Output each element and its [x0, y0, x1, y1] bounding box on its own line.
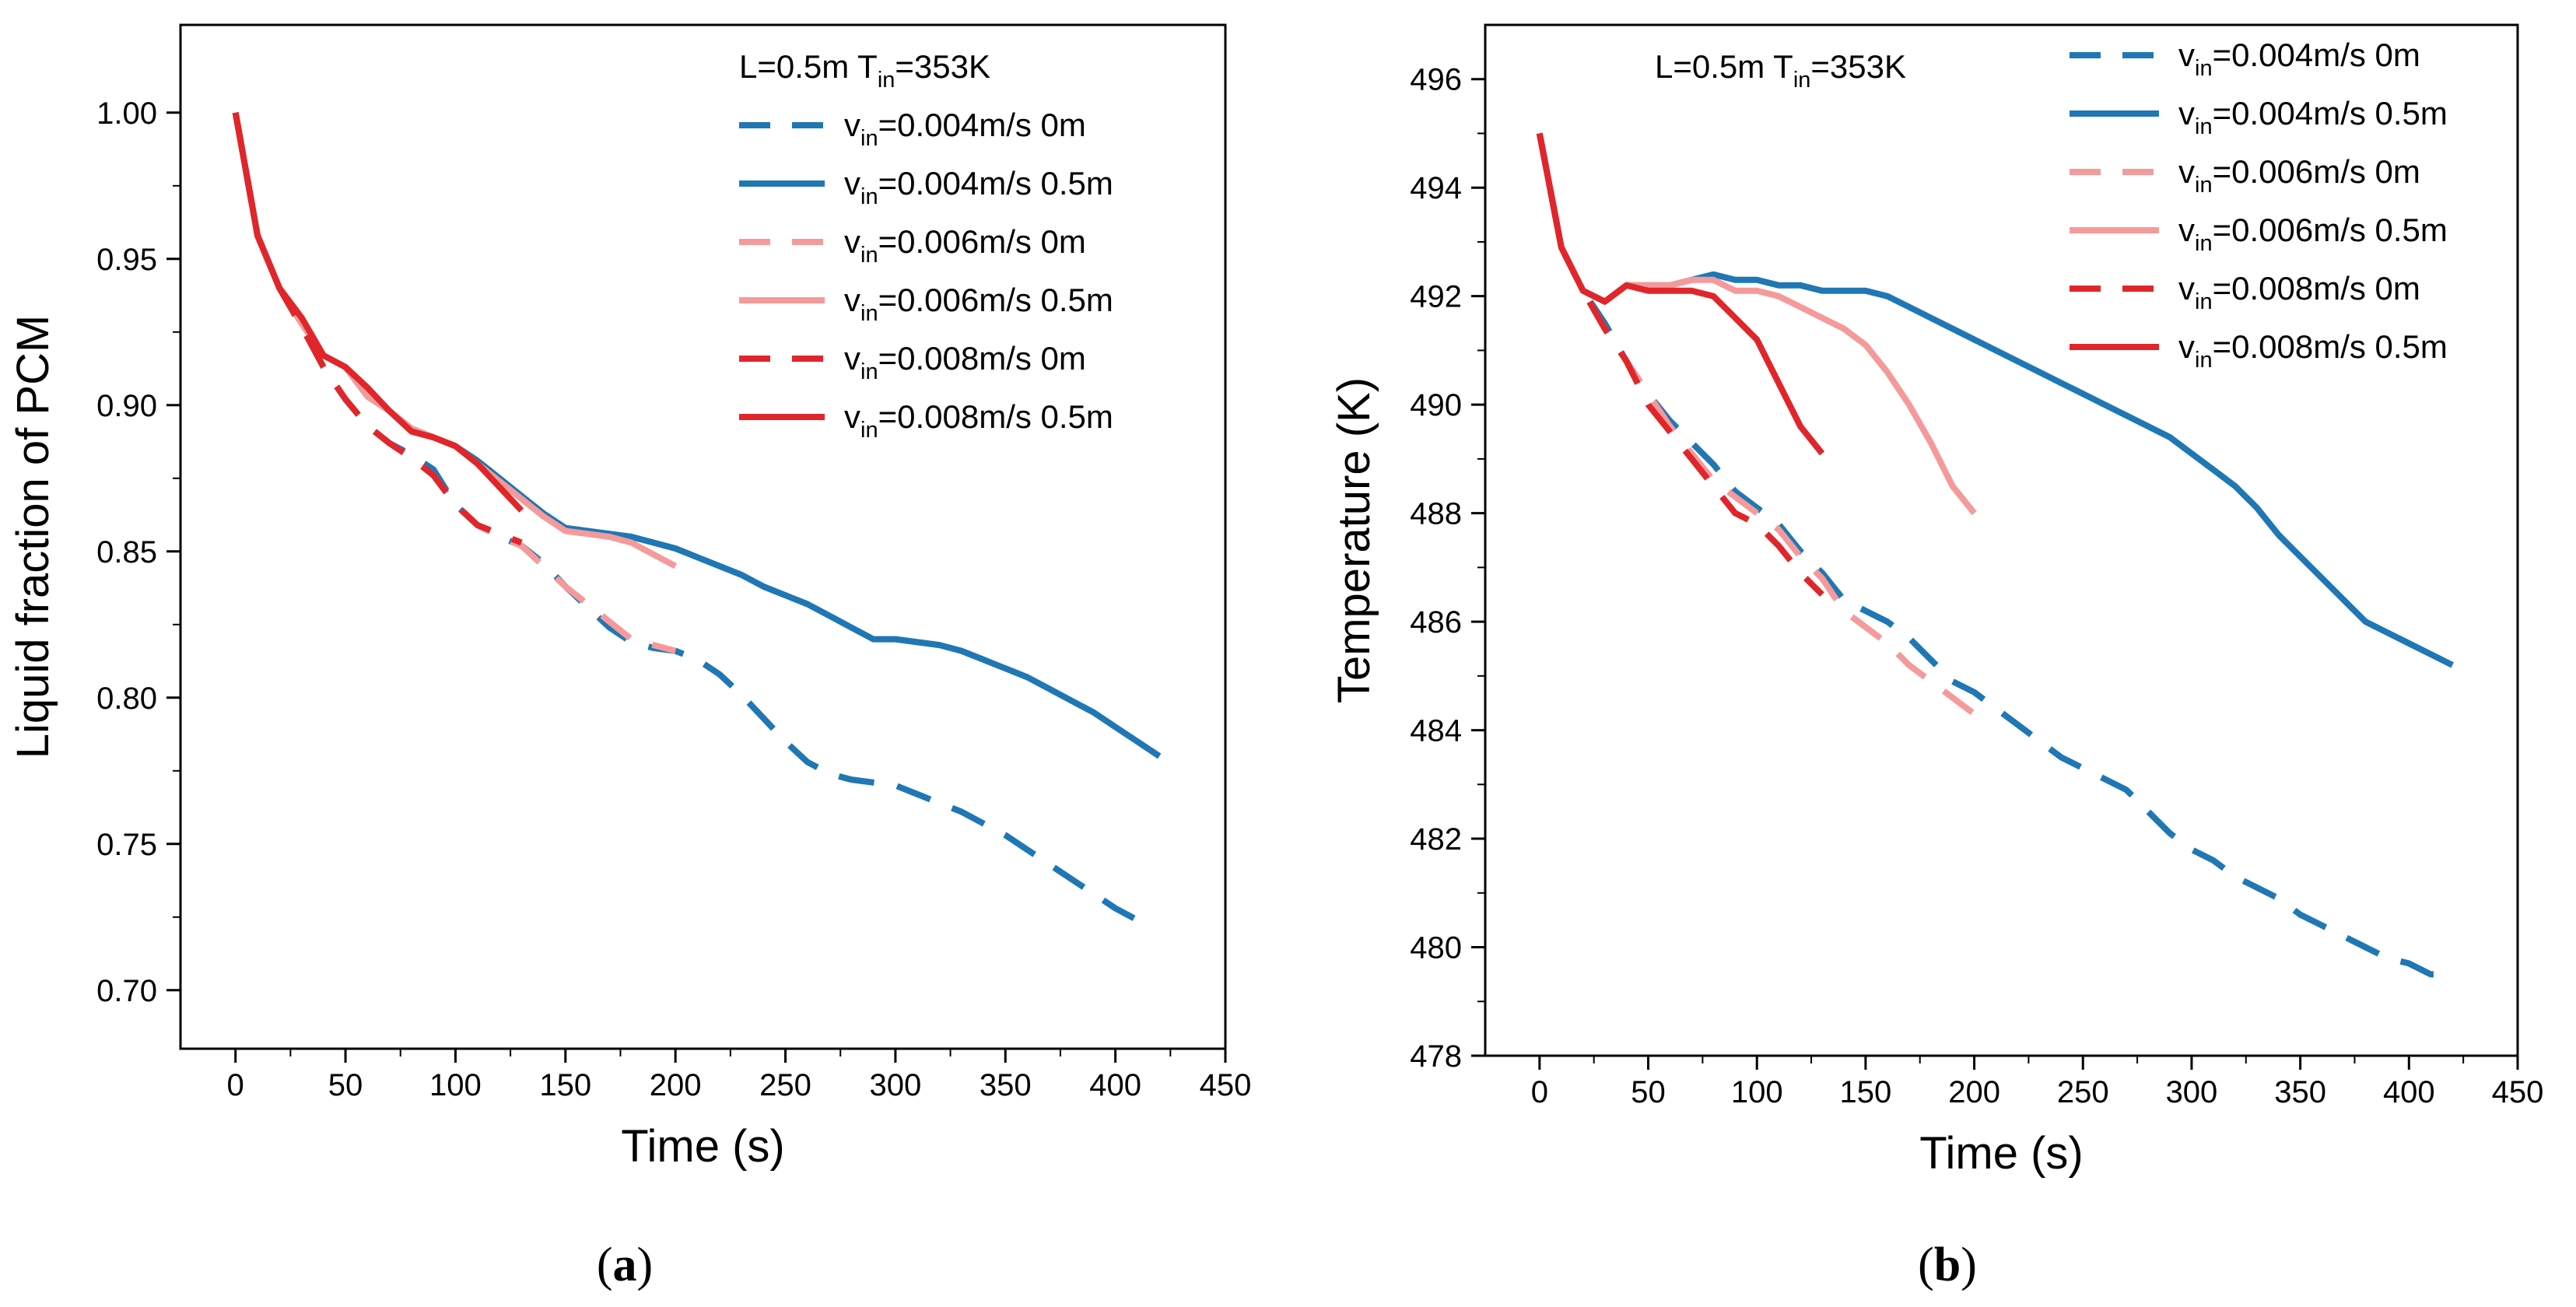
chart-panel-a: 0 50 100 150 200 250 300 350 400 450 0.70 0.75 0.80 0… — [8, 23, 1252, 1172]
x-tick-label: 50 — [328, 1068, 363, 1102]
x-tick-label: 100 — [1731, 1075, 1783, 1109]
x-tick-label: 300 — [2166, 1075, 2218, 1109]
series-line-red-solid — [232, 112, 524, 513]
x-tick-label: 450 — [1200, 1068, 1252, 1102]
series-line-red-solid — [1536, 132, 1825, 456]
x-tick-label: 150 — [539, 1068, 591, 1102]
panel-label: (a) — [597, 1239, 653, 1291]
x-axis-label: Time (s) — [1919, 1128, 2083, 1179]
legend-heading: L=0.5m Tin=353K — [1655, 48, 1906, 93]
x-tick-label: 300 — [870, 1068, 922, 1102]
series-line-blue-dashed — [1536, 132, 2442, 978]
y-tick-label: 482 — [1410, 822, 1462, 857]
plot-frame — [179, 23, 1227, 1050]
legend-entry-label: vin=0.006m/s 0m — [2178, 153, 2420, 198]
legend-entry-label: vin=0.008m/s 0m — [2178, 270, 2420, 314]
y-tick-label: 490 — [1410, 388, 1462, 422]
x-tick-label: 50 — [1631, 1075, 1666, 1109]
x-tick-label: 250 — [759, 1068, 811, 1102]
x-tick-label: 150 — [1840, 1075, 1892, 1109]
panel-label: (b) — [1918, 1239, 1977, 1291]
legend-entry-label: vin=0.006m/s 0.5m — [2178, 212, 2448, 256]
legend: L=0.5m Tin=353K vin=0.004m/s 0m vin=0.004m… — [1655, 37, 2448, 373]
y-tick-label: 484 — [1410, 714, 1462, 748]
x-tick-label: 200 — [1948, 1075, 2000, 1109]
legend-entry-label: vin=0.004m/s 0m — [844, 107, 1086, 151]
y-axis-label: Temperature (K) — [1329, 377, 1379, 703]
x-tick-label: 400 — [2383, 1075, 2435, 1109]
legend-heading: L=0.5m Tin=353K — [739, 48, 990, 93]
x-tick-label: 350 — [980, 1068, 1032, 1102]
legend-entry-label: vin=0.006m/s 0m — [844, 223, 1086, 268]
y-tick-label: 488 — [1410, 497, 1462, 531]
legend-entry-label: vin=0.004m/s 0.5m — [844, 165, 1113, 209]
legend-entry-label: vin=0.008m/s 0.5m — [2178, 328, 2448, 373]
series-line-pink-solid — [232, 112, 678, 569]
legend: L=0.5m Tin=353K vin=0.004m/s 0m vin=0.004m… — [739, 48, 1113, 443]
x-tick-label: 450 — [2492, 1075, 2544, 1109]
y-tick-label: 478 — [1410, 1039, 1462, 1074]
y-tick-label: 1.00 — [96, 96, 157, 131]
x-tick-label: 200 — [650, 1068, 702, 1102]
x-tick-label: 400 — [1089, 1068, 1141, 1102]
legend-entry-label: vin=0.004m/s 0m — [2178, 37, 2420, 81]
y-tick-label: 0.75 — [96, 828, 157, 862]
x-tick-label: 0 — [227, 1068, 244, 1102]
series-line-red-dashed — [232, 112, 523, 546]
y-tick-label: 0.80 — [96, 682, 157, 716]
y-tick-label: 486 — [1410, 605, 1462, 639]
y-tick-label: 480 — [1410, 931, 1462, 965]
x-tick-label: 0 — [1531, 1075, 1548, 1109]
y-tick-label: 0.90 — [96, 389, 157, 423]
x-axis-label: Time (s) — [621, 1121, 784, 1172]
y-axis-label: Liquid fraction of PCM — [8, 315, 58, 759]
legend-entry-label: vin=0.004m/s 0.5m — [2178, 95, 2448, 139]
y-tick-label: 494 — [1410, 171, 1462, 205]
x-tick-label: 250 — [2057, 1075, 2109, 1109]
chart-panel-b: 0 50 100 150 200 250 300 350 400 450 478 480 482 484 4… — [1329, 23, 2544, 1179]
x-tick-label: 100 — [429, 1068, 482, 1102]
y-tick-label: 492 — [1410, 280, 1462, 314]
y-tick-label: 0.95 — [96, 243, 157, 277]
y-tick-label: 0.85 — [96, 535, 157, 569]
x-tick-label: 350 — [2274, 1075, 2326, 1109]
y-tick-label: 0.70 — [96, 974, 157, 1008]
y-tick-label: 496 — [1410, 63, 1462, 97]
legend-entry-label: vin=0.008m/s 0.5m — [844, 398, 1113, 443]
legend-entry-label: vin=0.006m/s 0.5m — [844, 282, 1113, 326]
legend-entry-label: vin=0.008m/s 0m — [844, 340, 1086, 384]
plot-frame — [1484, 23, 2519, 1057]
series-line-pink-dashed — [1536, 132, 1977, 717]
series-line-pink-dashed — [232, 112, 677, 654]
series-line-red-dashed — [1536, 132, 1824, 597]
